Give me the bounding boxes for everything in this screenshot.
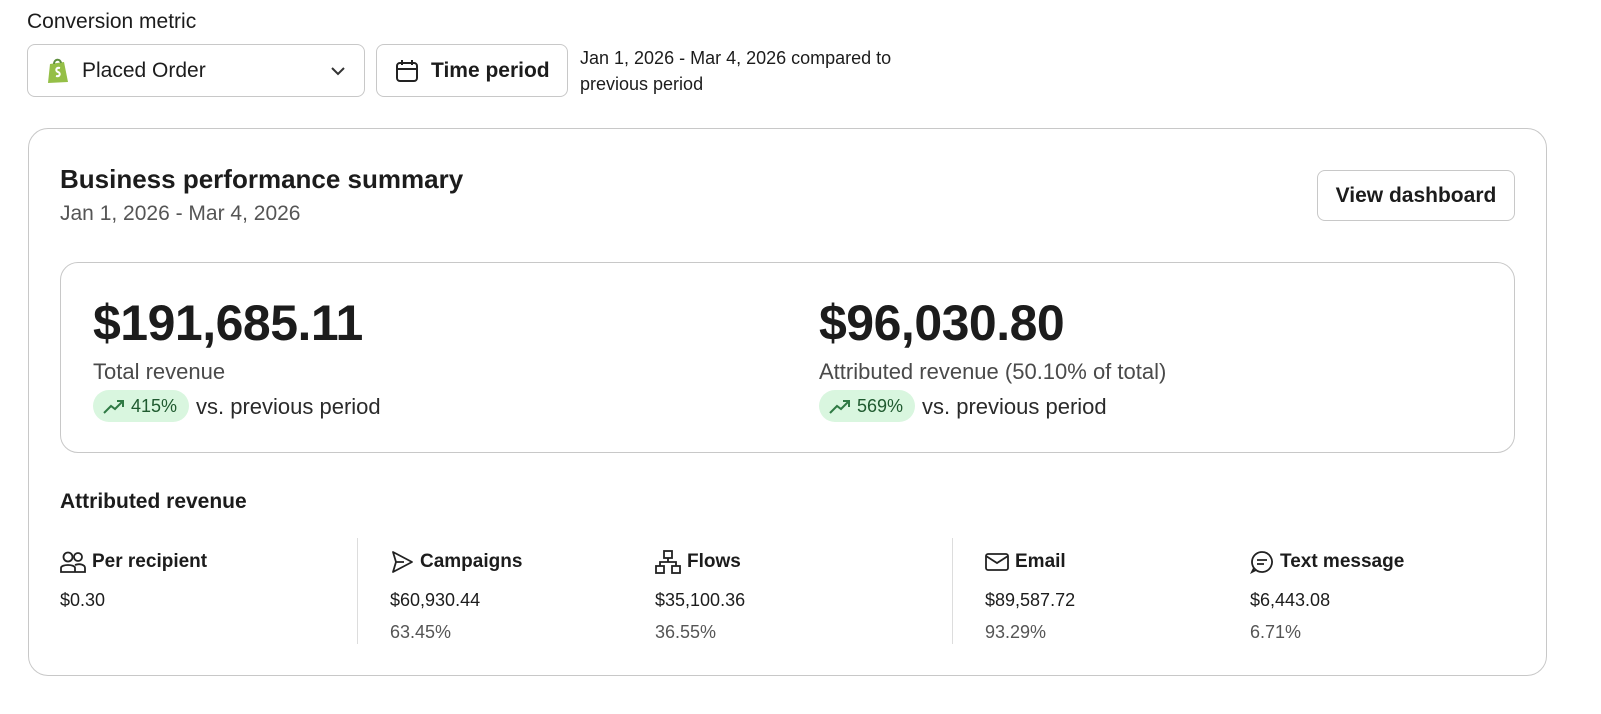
- metric-value: $6,443.08: [1250, 590, 1331, 610]
- shopify-icon: [48, 58, 68, 83]
- chevron-icon: [331, 67, 345, 76]
- metric-value: $89,587.72: [985, 590, 1076, 610]
- kpi-card: [60, 262, 1515, 453]
- metric-share: 6.71%: [1250, 622, 1302, 642]
- metric-label: Campaigns: [390, 550, 522, 574]
- change-value: 569%: [857, 395, 904, 416]
- period-note: Jan 1, 2026 - Mar 4, 2026 compared to pr…: [580, 48, 892, 94]
- trend-icon: [829, 400, 850, 414]
- send-icon: [392, 551, 413, 573]
- metric-value: $35,100.36: [655, 590, 746, 610]
- attributed-title: Attributed revenue: [60, 490, 247, 513]
- summary-date: Jan 1, 2026 - Mar 4, 2026: [60, 202, 301, 225]
- metric-share: 36.55%: [655, 622, 717, 642]
- change-badge: 569%: [819, 390, 916, 422]
- divider: [952, 538, 953, 644]
- change-badge: 415%: [93, 390, 190, 422]
- kpi-value: $96,030.80: [819, 295, 1065, 351]
- time-period-label: Time period: [431, 58, 550, 82]
- change-note: vs. previous period: [196, 394, 381, 419]
- email-icon: [985, 553, 1009, 571]
- metric-share: 93.29%: [985, 622, 1047, 642]
- flow-icon: [655, 550, 681, 574]
- kpi-label: Total revenue: [93, 359, 226, 384]
- metric-name: Flows: [687, 551, 741, 572]
- metric-dropdown[interactable]: Placed Order: [27, 44, 365, 97]
- time-period-button[interactable]: Time period: [376, 44, 568, 97]
- metric-name: Email: [1015, 551, 1066, 572]
- calendar-icon: [396, 59, 418, 82]
- trend-icon: [103, 400, 124, 414]
- metric-label: Per recipient: [60, 550, 207, 574]
- metric-label: Text message: [1250, 550, 1404, 574]
- people-icon: [60, 551, 86, 573]
- metric-share: 63.45%: [390, 622, 452, 642]
- kpi-label: Attributed revenue (50.10% of total): [819, 359, 1167, 384]
- summary-title: Business performance summary: [60, 164, 464, 194]
- change-value: 415%: [131, 395, 178, 416]
- kpi-value: $191,685.11: [93, 295, 363, 351]
- metric-label: Flows: [655, 550, 741, 574]
- view-dashboard-button[interactable]: View dashboard: [1317, 170, 1515, 221]
- change-note: vs. previous period: [922, 394, 1107, 419]
- metric-value: Placed Order: [82, 58, 206, 82]
- message-icon: [1250, 551, 1273, 574]
- metric-name: Per recipient: [92, 551, 208, 572]
- metric-name: Text message: [1280, 551, 1405, 572]
- metric-name: Campaigns: [420, 551, 523, 572]
- metric-label: Email: [985, 550, 1066, 574]
- divider: [357, 538, 358, 644]
- metric-value: $0.30: [60, 590, 106, 610]
- filter-label: Conversion metric: [27, 10, 197, 33]
- metric-value: $60,930.44: [390, 590, 481, 610]
